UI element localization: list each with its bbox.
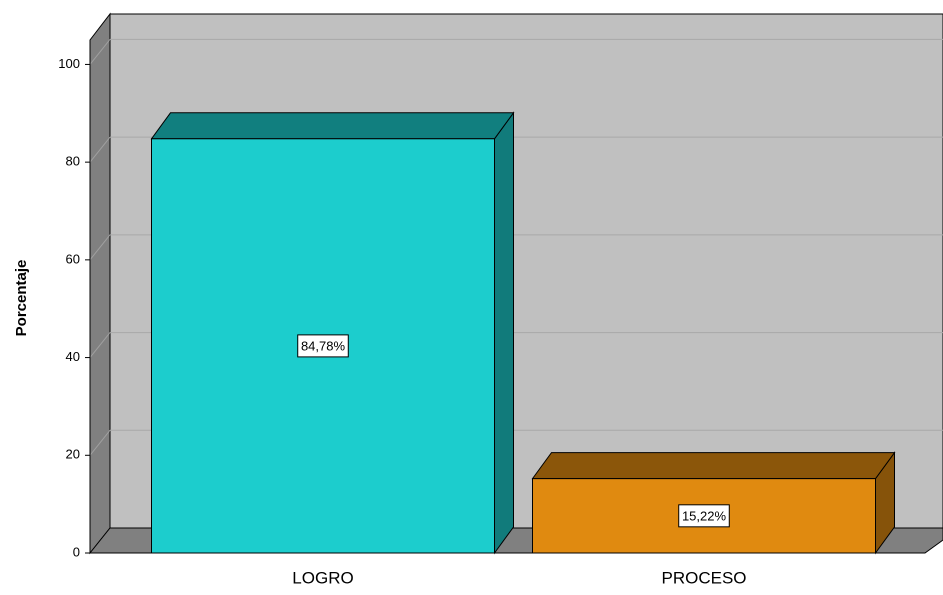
grid-line [89, 136, 111, 163]
grid-line [89, 332, 111, 358]
grid-line [89, 39, 111, 65]
value-label: 84,78% [301, 338, 346, 353]
value-label-box [678, 504, 730, 528]
y-axis-label: Porcentaje [13, 260, 30, 337]
x-tick-label: LOGRO [292, 568, 353, 587]
y-tick-label: 100 [58, 56, 80, 71]
y-tick-label: 80 [66, 154, 80, 169]
bar-top [150, 112, 515, 140]
x-tick-label: PROCESO [661, 568, 746, 587]
value-label: 15,22% [682, 508, 727, 523]
bar-top [531, 452, 896, 480]
side-wall [89, 12, 111, 555]
y-tick-label: 40 [66, 349, 80, 364]
value-label-box [297, 334, 349, 358]
grid-line [89, 234, 111, 261]
grid-line [89, 429, 111, 456]
bar-side [494, 111, 514, 555]
y-tick-label: 20 [66, 447, 80, 462]
y-tick-label: 60 [66, 251, 80, 266]
y-tick-label: 0 [73, 544, 80, 559]
